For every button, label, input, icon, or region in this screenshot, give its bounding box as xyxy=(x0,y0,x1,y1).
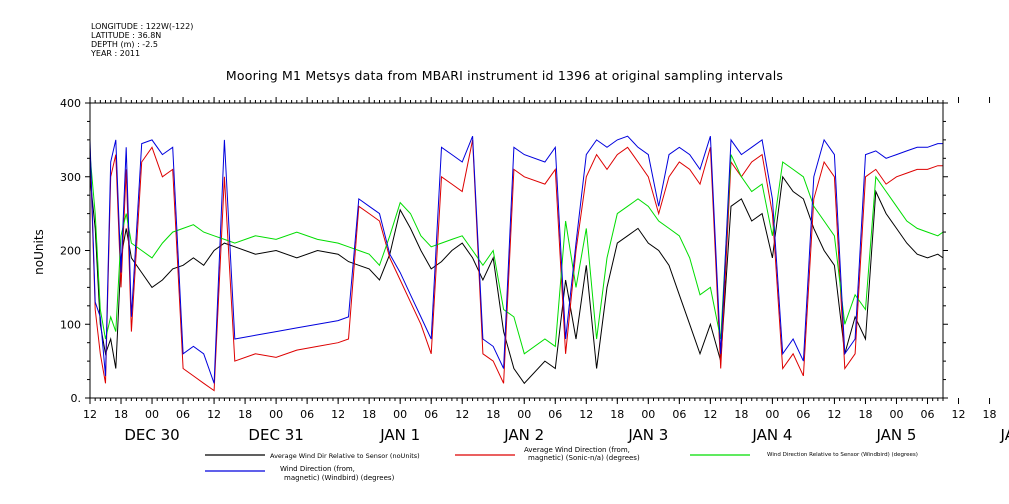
x-day-label: JAN 6 xyxy=(1000,426,1009,444)
x-tick-label: 18 xyxy=(858,408,872,421)
series-line-4 xyxy=(89,135,943,384)
x-tick-label: 12 xyxy=(331,408,345,421)
legend-label-4-cont: magnetic) (Windbird) (degrees) xyxy=(284,474,395,482)
x-day-label: JAN 1 xyxy=(379,426,420,444)
depth-text: DEPTH (m) : -2.5 xyxy=(91,40,158,49)
x-tick-label: 06 xyxy=(176,408,190,421)
legend-label-2: Average Wind Direction (from, xyxy=(524,446,630,454)
y-tick-label: 300 xyxy=(60,171,81,184)
series-line-3 xyxy=(89,154,944,355)
legend-label-4: Wind Direction (from, xyxy=(280,465,355,473)
y-tick-label: 400 xyxy=(60,97,81,110)
axes-group: 0. 100 200 300 400 12 18 00 06 12 18 00 06 12 18 00 06 12… xyxy=(60,97,1009,444)
x-day-label: JAN 4 xyxy=(751,426,792,444)
x-tick-label: 06 xyxy=(548,408,562,421)
latitude-text: LATITUDE : 36.8N xyxy=(91,31,162,40)
x-day-label: JAN 2 xyxy=(503,426,544,444)
x-tick-label: 06 xyxy=(920,408,934,421)
x-tick-label: 18 xyxy=(362,408,376,421)
x-tick-label: 00 xyxy=(641,408,655,421)
x-day-label: JAN 3 xyxy=(627,426,668,444)
x-tick-label: 00 xyxy=(517,408,531,421)
x-tick-label: 18 xyxy=(610,408,624,421)
x-tick-label: 12 xyxy=(207,408,221,421)
y-tick-label: 100 xyxy=(60,318,81,331)
longitude-text: LONGITUDE : 122W(-122) xyxy=(91,22,194,31)
x-tick-label: 12 xyxy=(579,408,593,421)
series-group xyxy=(89,135,944,392)
series-line-2 xyxy=(89,139,943,392)
x-tick-label: 18 xyxy=(114,408,128,421)
plot-frame xyxy=(89,102,944,399)
x-tick-label: 12 xyxy=(83,408,97,421)
x-tick-label: 00 xyxy=(765,408,779,421)
x-tick-label: 12 xyxy=(703,408,717,421)
x-tick-label: 12 xyxy=(455,408,469,421)
y-axis-label: noUnits xyxy=(32,229,46,275)
x-day-label: DEC 30 xyxy=(124,426,179,444)
year-text: YEAR : 2011 xyxy=(91,49,141,58)
x-tick-label: 06 xyxy=(672,408,686,421)
metadata-block: LONGITUDE : 122W(-122) LATITUDE : 36.8N … xyxy=(91,22,193,58)
x-tick-label: 06 xyxy=(796,408,810,421)
x-tick-label: 18 xyxy=(983,408,997,421)
x-tick-label: 18 xyxy=(238,408,252,421)
x-tick-label: 18 xyxy=(486,408,500,421)
x-tick-label: 12 xyxy=(827,408,841,421)
legend-label-2-cont: magnetic) (Sonic-n/a) (degrees) xyxy=(528,454,640,462)
x-tick-label: 00 xyxy=(889,408,903,421)
legend-label-1: Average Wind Dir Relative to Sensor (noU… xyxy=(270,452,420,460)
legend-label-3: Wind Direction Relative to Sensor (Windb… xyxy=(767,452,918,458)
x-tick-label: 18 xyxy=(734,408,748,421)
x-tick-label: 00 xyxy=(145,408,159,421)
legend: Average Wind Dir Relative to Sensor (noU… xyxy=(205,446,918,482)
series-line-1 xyxy=(89,175,944,385)
x-day-label: DEC 31 xyxy=(248,426,303,444)
x-day-label: JAN 5 xyxy=(875,426,916,444)
y-tick-label: 200 xyxy=(60,245,81,258)
x-tick-label: 12 xyxy=(952,408,966,421)
x-tick-label: 00 xyxy=(393,408,407,421)
y-tick-label: 0. xyxy=(71,392,82,405)
x-tick-label: 06 xyxy=(424,408,438,421)
x-tick-label: 06 xyxy=(300,408,314,421)
chart-title: Mooring M1 Metsys data from MBARI instru… xyxy=(225,68,784,83)
x-tick-label: 00 xyxy=(269,408,283,421)
